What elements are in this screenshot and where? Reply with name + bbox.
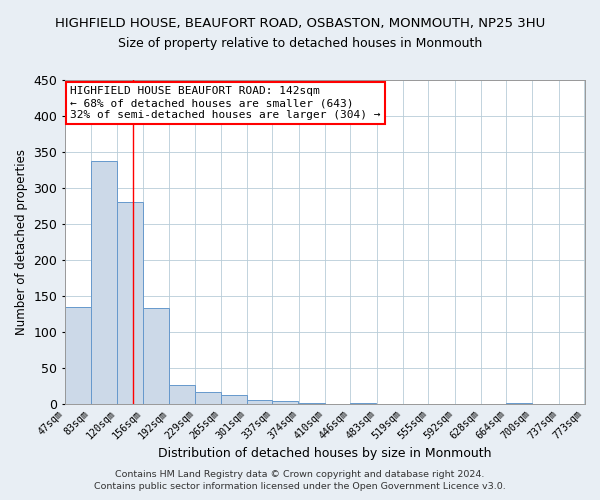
Text: Contains HM Land Registry data © Crown copyright and database right 2024.: Contains HM Land Registry data © Crown c… xyxy=(115,470,485,479)
Text: HIGHFIELD HOUSE BEAUFORT ROAD: 142sqm
← 68% of detached houses are smaller (643): HIGHFIELD HOUSE BEAUFORT ROAD: 142sqm ← … xyxy=(70,86,381,120)
Text: Contains public sector information licensed under the Open Government Licence v3: Contains public sector information licen… xyxy=(94,482,506,491)
Bar xyxy=(195,392,221,404)
Text: Size of property relative to detached houses in Monmouth: Size of property relative to detached ho… xyxy=(118,38,482,51)
Bar xyxy=(221,396,247,404)
Y-axis label: Number of detached properties: Number of detached properties xyxy=(15,149,28,335)
Bar xyxy=(91,162,116,404)
Bar xyxy=(272,401,298,404)
Bar xyxy=(247,400,272,404)
Bar xyxy=(143,308,169,404)
X-axis label: Distribution of detached houses by size in Monmouth: Distribution of detached houses by size … xyxy=(158,447,492,460)
Text: HIGHFIELD HOUSE, BEAUFORT ROAD, OSBASTON, MONMOUTH, NP25 3HU: HIGHFIELD HOUSE, BEAUFORT ROAD, OSBASTON… xyxy=(55,18,545,30)
Bar xyxy=(169,384,194,404)
Bar xyxy=(117,202,143,404)
Bar xyxy=(65,307,91,404)
